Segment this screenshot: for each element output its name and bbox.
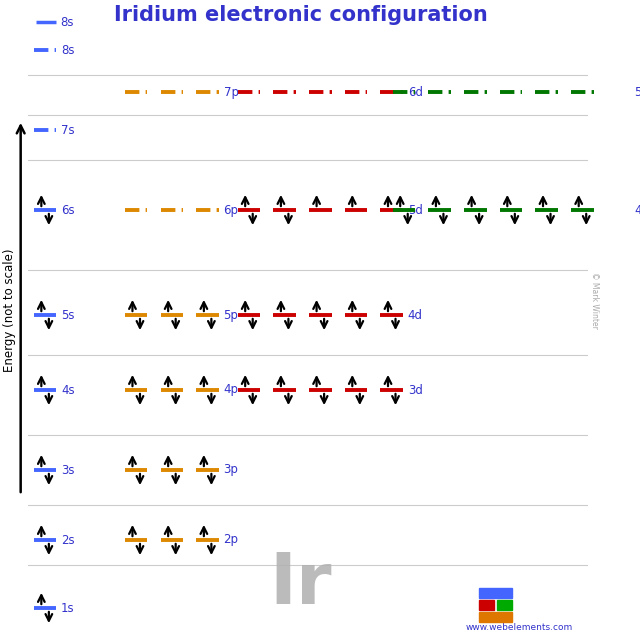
Bar xyxy=(497,600,512,610)
Text: 4p: 4p xyxy=(223,383,239,397)
Bar xyxy=(479,600,494,610)
Text: © Mark Winter: © Mark Winter xyxy=(590,271,599,328)
Text: 5d: 5d xyxy=(408,204,422,216)
Text: 1s: 1s xyxy=(61,602,75,614)
Text: Iridium electronic configuration: Iridium electronic configuration xyxy=(114,5,488,25)
Text: 5s: 5s xyxy=(61,308,75,321)
Text: 6p: 6p xyxy=(223,204,239,216)
Bar xyxy=(479,588,512,598)
Text: 6d: 6d xyxy=(408,86,423,99)
Bar xyxy=(479,612,512,622)
Text: 3p: 3p xyxy=(223,463,239,477)
Text: 2s: 2s xyxy=(61,534,75,547)
Text: 6s: 6s xyxy=(61,204,75,216)
Text: 3s: 3s xyxy=(61,463,75,477)
Text: 2p: 2p xyxy=(223,534,239,547)
Text: 3d: 3d xyxy=(408,383,422,397)
Text: Energy (not to scale): Energy (not to scale) xyxy=(3,248,16,372)
Text: 7s: 7s xyxy=(61,124,75,136)
Text: 5f: 5f xyxy=(634,86,640,99)
Text: 8s: 8s xyxy=(60,15,74,29)
Text: Ir: Ir xyxy=(269,550,332,620)
Text: 8s: 8s xyxy=(61,44,75,56)
Text: 4s: 4s xyxy=(61,383,75,397)
Text: www.webelements.com: www.webelements.com xyxy=(466,623,573,632)
Text: 7p: 7p xyxy=(223,86,239,99)
Text: 5p: 5p xyxy=(223,308,239,321)
Text: 4d: 4d xyxy=(408,308,423,321)
Text: 4f: 4f xyxy=(634,204,640,216)
